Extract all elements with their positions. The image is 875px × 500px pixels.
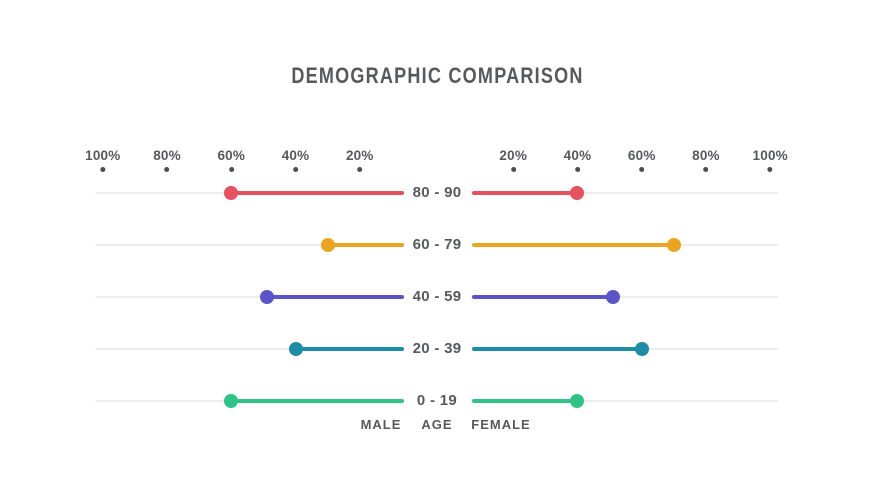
- female-value-dot: [666, 238, 681, 252]
- male-axis-label: MALE: [360, 417, 402, 432]
- axis-tick-female-100%: 100%: [753, 148, 788, 172]
- axis-tick-label: 60%: [217, 148, 246, 163]
- axis-tick-label: 100%: [85, 148, 121, 163]
- female-value-line: [472, 191, 578, 195]
- age-axis-label: AGE: [421, 417, 453, 432]
- axis-tick-male-40%: 40%: [282, 148, 310, 172]
- female-value-line: [472, 347, 642, 351]
- male-value-line: [327, 243, 404, 247]
- axis-tick-male-20%: 20%: [346, 148, 374, 172]
- axis-tick-label: 20%: [499, 148, 528, 163]
- axis-tick-label: 40%: [281, 148, 310, 163]
- male-track: [95, 244, 404, 246]
- axis-tick-female-20%: 20%: [499, 148, 527, 172]
- female-track: [472, 400, 778, 402]
- axis-tick-label: 100%: [752, 148, 788, 163]
- axis-tick-dot: [767, 167, 773, 172]
- axis-tick-dot: [357, 167, 363, 172]
- male-value-line: [231, 191, 404, 195]
- male-value-dot: [224, 394, 239, 408]
- female-track: [472, 296, 778, 298]
- female-value-line: [472, 399, 578, 403]
- axis-tick-label: 20%: [345, 148, 374, 163]
- axis-tick-female-80%: 80%: [692, 148, 720, 172]
- axis-tick-label: 60%: [627, 148, 656, 163]
- male-value-dot: [288, 342, 303, 356]
- axis-tick-dot: [100, 167, 106, 172]
- axis-tick-male-60%: 60%: [217, 148, 245, 172]
- axis-tick-dot: [228, 167, 234, 172]
- female-value-dot: [570, 394, 585, 408]
- axis-tick-dot: [574, 167, 580, 172]
- female-value-dot: [634, 342, 649, 356]
- age-group-label: 80 - 90: [412, 184, 462, 201]
- male-value-line: [231, 399, 404, 403]
- female-value-dot: [605, 290, 620, 304]
- age-group-label: 20 - 39: [412, 340, 462, 357]
- axis-tick-label: 40%: [563, 148, 592, 163]
- male-value-dot: [259, 290, 274, 304]
- age-group-label: 40 - 59: [412, 288, 462, 305]
- male-value-dot: [320, 238, 335, 252]
- axis-tick-label: 80%: [153, 148, 181, 163]
- axis-tick-dot: [164, 167, 170, 172]
- axis-tick-male-100%: 100%: [85, 148, 120, 172]
- male-track: [95, 348, 404, 350]
- male-value-line: [295, 347, 404, 351]
- age-group-label: 0 - 19: [416, 392, 458, 409]
- axis-tick-dot: [293, 167, 299, 172]
- female-track: [472, 192, 778, 194]
- axis-tick-female-60%: 60%: [628, 148, 656, 172]
- female-value-line: [472, 243, 674, 247]
- male-value-dot: [224, 186, 239, 200]
- axis-tick-dot: [510, 167, 516, 172]
- male-track: [95, 296, 404, 298]
- axis-tick-dot: [639, 167, 645, 172]
- axis-tick-male-80%: 80%: [153, 148, 181, 172]
- axis-tick-label: 80%: [692, 148, 720, 163]
- female-value-dot: [570, 186, 585, 200]
- female-axis-label: FEMALE: [471, 417, 531, 432]
- axis-tick-dot: [703, 167, 709, 172]
- age-group-label: 60 - 79: [412, 236, 462, 253]
- female-value-line: [472, 295, 613, 299]
- chart-title: DEMOGRAPHIC COMPARISON: [291, 63, 584, 88]
- male-value-line: [266, 295, 404, 299]
- axis-tick-female-40%: 40%: [564, 148, 592, 172]
